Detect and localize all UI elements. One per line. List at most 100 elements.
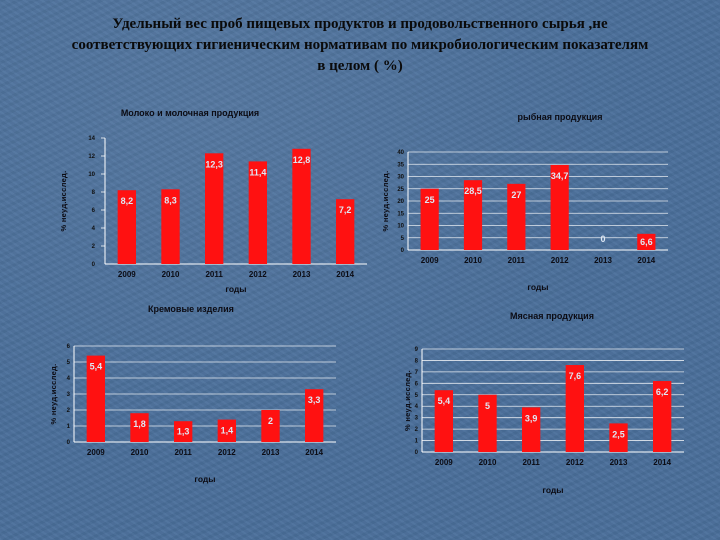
- bar-2013: [292, 148, 311, 264]
- bar-2014: [335, 199, 355, 264]
- x-tick-label: 2013: [610, 458, 628, 467]
- y-tick-label: 5: [415, 393, 419, 399]
- y-tick-label: 6: [415, 381, 419, 387]
- bar-2012: [550, 164, 569, 250]
- x-tick-label: 2013: [594, 256, 612, 265]
- x-tick-label: 2010: [479, 458, 497, 467]
- chart-dairy-products: Молоко и молочная продукция % неуд.исслед…: [59, 108, 367, 294]
- data-label: 28,5: [464, 186, 482, 196]
- x-tick-label: 2012: [249, 270, 267, 279]
- slide-title: Удельный вес проб пищевых продуктов и пр…: [0, 14, 720, 77]
- x-tick-label: 2014: [305, 448, 323, 457]
- bar-2009: [420, 188, 439, 250]
- bar-2010: [478, 394, 497, 452]
- bar-2012: [217, 419, 237, 442]
- y-tick-label: 4: [67, 376, 71, 382]
- bar-2009: [434, 390, 454, 452]
- y-axis-label: % неуд.исслед.: [49, 363, 58, 424]
- y-tick-label: 8: [92, 190, 96, 196]
- bar-2012: [565, 365, 585, 452]
- y-axis-label: % неуд.исслед.: [381, 170, 390, 231]
- y-axis-label: % неуд.исслед.: [403, 370, 412, 431]
- data-label: 1,8: [133, 419, 146, 429]
- bar-2014: [652, 381, 672, 452]
- data-label: 3,3: [308, 395, 321, 405]
- y-tick-label: 20: [397, 199, 404, 205]
- data-label: 11,4: [249, 167, 266, 177]
- bar-2010: [463, 180, 483, 250]
- y-tick-label: 14: [88, 136, 95, 142]
- data-label: 1,3: [177, 427, 190, 437]
- y-tick-label: 35: [397, 162, 404, 168]
- slide-title-line: соответствующих гигиеническим нормативам…: [71, 37, 649, 53]
- chart-cream-products: Кремовые изделия % неуд.исслед. 0 1 2 3 4 5 6 5,4…: [49, 304, 336, 484]
- bar-2009: [117, 190, 137, 264]
- y-tick-label: 4: [92, 226, 96, 232]
- x-tick-label: 2011: [508, 256, 526, 265]
- y-tick-label: 12: [88, 154, 95, 160]
- data-label: 25: [425, 195, 435, 205]
- y-tick-label: 15: [397, 211, 404, 217]
- y-axis-label: % неуд.исслед.: [59, 170, 68, 231]
- y-tick-label: 0: [67, 440, 71, 446]
- x-axis-label: годы: [194, 474, 215, 484]
- bar-2011: [204, 153, 224, 264]
- bar-2014: [637, 233, 656, 250]
- y-tick-label: 0: [92, 262, 96, 268]
- y-tick-label: 5: [401, 236, 405, 242]
- y-tick-label: 8: [415, 358, 419, 364]
- data-label: 8,2: [121, 196, 134, 206]
- data-label: 6,6: [640, 237, 653, 247]
- bar-2013: [261, 410, 280, 442]
- y-tick-label: 5: [67, 360, 71, 366]
- y-tick-label: 30: [397, 175, 404, 181]
- slide-title-line: Удельный вес проб пищевых продуктов и пр…: [112, 16, 608, 32]
- data-label: 27: [511, 190, 521, 200]
- slide-title-line: в целом ( %): [317, 58, 403, 74]
- data-label: 1,4: [221, 426, 234, 436]
- y-tick-label: 7: [415, 370, 419, 376]
- x-tick-label: 2012: [566, 458, 584, 467]
- x-tick-label: 2013: [262, 448, 280, 457]
- chart-title: Молоко и молочная продукция: [121, 108, 259, 118]
- y-tick-label: 10: [397, 224, 404, 230]
- chart-fish-products: рыбная продукция % неуд.исслед. 0 5 10 15 20 25…: [381, 112, 668, 292]
- y-tick-label: 6: [67, 344, 71, 350]
- data-label: 5: [485, 401, 490, 411]
- y-tick-label: 25: [397, 187, 404, 193]
- bar-2013: [609, 423, 628, 452]
- data-label: 0: [600, 234, 605, 244]
- data-label: 7,2: [339, 205, 352, 215]
- x-tick-label: 2013: [293, 270, 311, 279]
- y-tick-label: 10: [88, 172, 95, 178]
- x-axis-label: годы: [225, 284, 246, 294]
- y-tick-label: 2: [415, 427, 419, 433]
- data-label: 5,4: [438, 396, 451, 406]
- data-label: 3,9: [525, 413, 538, 423]
- bar-2012: [248, 161, 268, 264]
- x-tick-label: 2009: [118, 270, 136, 279]
- chart-meat-products: Мясная продукция % неуд.исслед. 0 1 2 3 4 5 6 7 8 9…: [403, 311, 684, 495]
- chart-title: рыбная продукция: [518, 112, 603, 122]
- bar-2011: [507, 183, 526, 250]
- x-tick-label: 2009: [87, 448, 105, 457]
- y-tick-label: 0: [401, 248, 405, 254]
- y-tick-label: 6: [92, 208, 96, 214]
- x-tick-label: 2014: [653, 458, 671, 467]
- x-tick-label: 2011: [205, 270, 223, 279]
- y-tick-label: 1: [415, 439, 419, 445]
- x-tick-label: 2010: [162, 270, 180, 279]
- x-tick-label: 2014: [637, 256, 655, 265]
- y-tick-label: 3: [415, 416, 419, 422]
- data-label: 8,3: [164, 195, 177, 205]
- bar-2010: [161, 189, 180, 264]
- x-tick-label: 2012: [218, 448, 236, 457]
- bar-2009: [86, 355, 106, 442]
- x-tick-label: 2009: [435, 458, 453, 467]
- x-tick-label: 2010: [131, 448, 149, 457]
- chart-title: Мясная продукция: [510, 311, 594, 321]
- x-tick-label: 2010: [464, 256, 482, 265]
- bar-2011: [521, 407, 541, 452]
- data-label: 6,2: [656, 387, 669, 397]
- y-tick-label: 2: [67, 408, 71, 414]
